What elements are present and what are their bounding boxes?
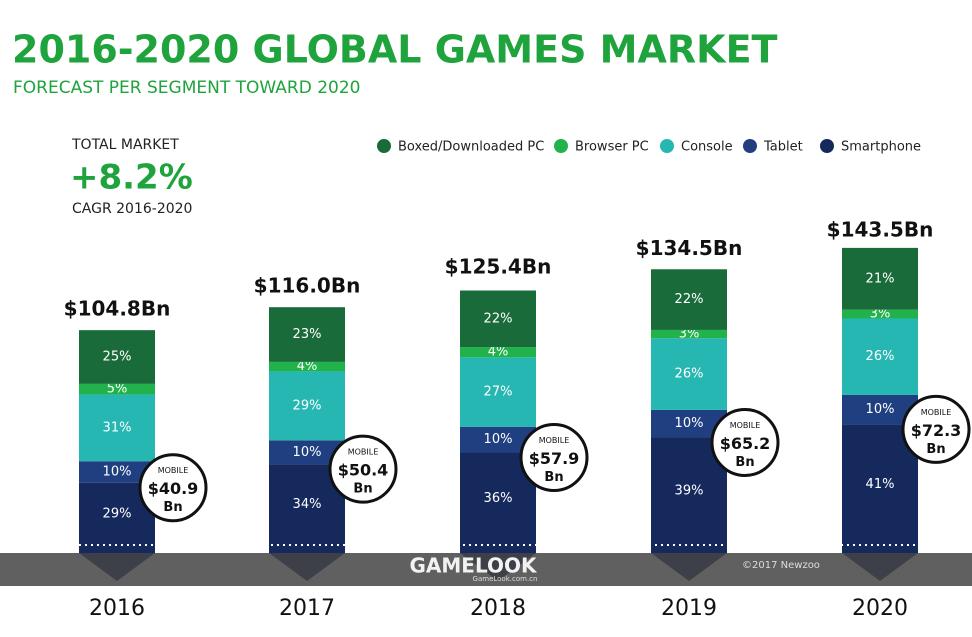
mobile-label: MOBILE xyxy=(730,421,761,430)
source: ©2017 Newzoo xyxy=(742,560,820,571)
kpi-value: +8.2% xyxy=(70,158,193,198)
bar-segment xyxy=(79,330,155,384)
legend-label: Boxed/Downloaded PC xyxy=(398,140,544,155)
bar-segment xyxy=(269,371,345,441)
mobile-badge xyxy=(519,422,589,492)
mobile-badge xyxy=(328,434,398,504)
total-label: $116.0Bn xyxy=(254,274,361,298)
bar-segment xyxy=(269,361,345,372)
mobile-label: MOBILE xyxy=(539,436,570,445)
bar-segment xyxy=(842,309,918,319)
mobile-unit: Bn xyxy=(926,442,945,457)
segment-label: 29% xyxy=(293,398,322,413)
legend-swatch xyxy=(554,139,568,153)
mobile-badge xyxy=(710,407,780,477)
bar-segment xyxy=(842,247,918,310)
bar-segment xyxy=(79,461,155,483)
segment-label: 39% xyxy=(675,484,704,499)
segment-label: 4% xyxy=(297,359,318,374)
mobile-badge xyxy=(901,394,971,464)
segment-label: 26% xyxy=(866,349,895,364)
total-label: $134.5Bn xyxy=(636,236,743,260)
legend-swatch xyxy=(820,139,834,153)
mobile-unit: Bn xyxy=(544,470,563,485)
legend-swatch xyxy=(377,139,391,153)
segment-label: 25% xyxy=(103,350,132,365)
segment-label: 29% xyxy=(103,506,132,521)
mobile-label: MOBILE xyxy=(348,448,379,457)
legend-label: Tablet xyxy=(763,140,803,155)
segment-label: 27% xyxy=(484,385,513,400)
watermark-band xyxy=(0,553,972,586)
x-tick-label: 2018 xyxy=(470,596,526,621)
bar-segment xyxy=(460,347,536,358)
segment-label: 3% xyxy=(679,327,700,342)
mobile-value: $57.9 xyxy=(529,449,580,468)
bar-segment xyxy=(842,318,918,395)
segment-label: 41% xyxy=(866,477,895,492)
total-label: $104.8Bn xyxy=(64,297,171,321)
legend-label: Console xyxy=(681,140,733,155)
bar-segment xyxy=(651,338,727,410)
segment-label: 4% xyxy=(488,345,509,360)
legend-swatch xyxy=(660,139,674,153)
x-tick-label: 2020 xyxy=(852,596,908,621)
segment-label: 10% xyxy=(484,432,513,447)
legend-swatch xyxy=(743,139,757,153)
mobile-value: $65.2 xyxy=(720,434,771,453)
mobile-value: $72.3 xyxy=(911,421,962,440)
segment-label: 10% xyxy=(293,445,322,460)
segment-label: 5% xyxy=(107,382,128,397)
watermark-brand: GAMELOOK xyxy=(410,554,538,578)
mobile-badge xyxy=(138,453,208,523)
mobile-unit: Bn xyxy=(353,482,372,497)
segment-label: 31% xyxy=(103,420,132,435)
legend-label: Smartphone xyxy=(841,140,921,155)
mobile-unit: Bn xyxy=(163,500,182,515)
mobile-label: MOBILE xyxy=(921,408,952,417)
total-label: $143.5Bn xyxy=(827,217,934,241)
segment-label: 10% xyxy=(675,416,704,431)
bar-segment xyxy=(79,394,155,462)
total-label: $125.4Bn xyxy=(445,254,552,278)
bar-segment xyxy=(460,357,536,427)
x-tick-label: 2019 xyxy=(661,596,717,621)
mobile-value: $40.9 xyxy=(148,479,199,498)
segment-label: 34% xyxy=(293,497,322,512)
kpi-label: TOTAL MARKET xyxy=(71,137,179,153)
segment-label: 10% xyxy=(866,402,895,417)
mobile-value: $50.4 xyxy=(338,461,389,480)
x-tick-label: 2016 xyxy=(89,596,145,621)
segment-label: 10% xyxy=(103,464,132,479)
bar-segment xyxy=(651,329,727,339)
segment-label: 23% xyxy=(293,327,322,342)
chart-title: 2016-2020 GLOBAL GAMES MARKET xyxy=(12,28,778,72)
legend-label: Browser PC xyxy=(575,140,649,155)
bar-segment xyxy=(269,440,345,465)
mobile-label: MOBILE xyxy=(158,466,189,475)
watermark-site: GameLook.com.cn xyxy=(473,575,538,583)
segment-label: 36% xyxy=(484,491,513,506)
bar-segment xyxy=(651,269,727,330)
bar-segment xyxy=(269,307,345,362)
bar-segment xyxy=(79,383,155,395)
segment-label: 21% xyxy=(866,271,895,286)
kpi-note: CAGR 2016-2020 xyxy=(72,201,192,217)
bar-segment xyxy=(460,290,536,348)
mobile-unit: Bn xyxy=(735,455,754,470)
chart-subtitle: FORECAST PER SEGMENT TOWARD 2020 xyxy=(13,78,360,98)
segment-label: 22% xyxy=(484,311,513,326)
segment-label: 26% xyxy=(675,367,704,382)
x-tick-label: 2017 xyxy=(279,596,335,621)
segment-label: 22% xyxy=(675,292,704,307)
segment-label: 3% xyxy=(870,307,891,322)
